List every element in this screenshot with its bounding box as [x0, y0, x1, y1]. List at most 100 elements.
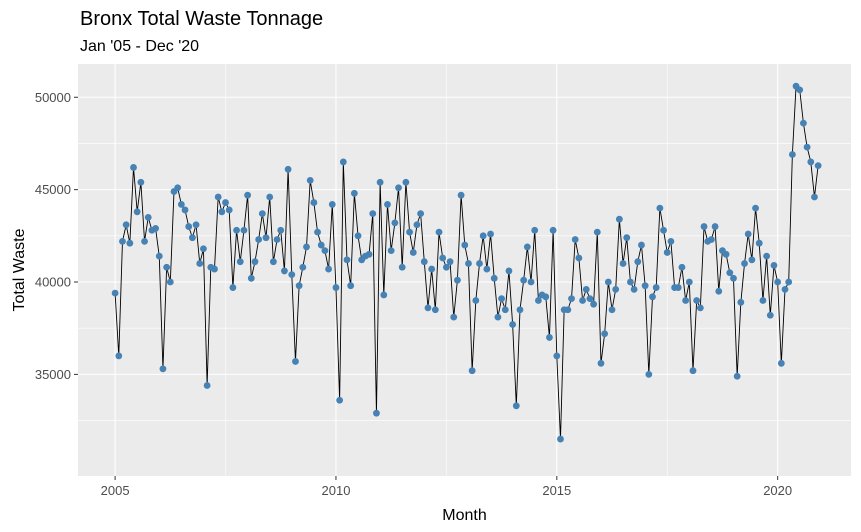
data-point [707, 236, 715, 243]
data-point [777, 359, 785, 367]
data-point [579, 297, 586, 304]
data-point [461, 241, 469, 249]
data-point [141, 237, 148, 245]
data-point [155, 252, 163, 260]
data-point [814, 162, 822, 170]
data-point [398, 263, 406, 271]
data-point [516, 306, 524, 314]
data-point [737, 298, 745, 306]
plot-panel [78, 64, 851, 476]
data-point [649, 293, 656, 301]
data-point [656, 204, 664, 212]
data-point [568, 295, 575, 303]
data-point [284, 165, 292, 173]
data-point [601, 330, 609, 338]
data-point [218, 208, 226, 216]
data-point [122, 221, 130, 229]
data-point [564, 306, 572, 314]
data-point [133, 208, 141, 216]
gridlines [78, 64, 851, 476]
data-point [615, 215, 623, 223]
data-point [211, 265, 218, 273]
data-point [200, 245, 207, 253]
data-point [696, 304, 704, 312]
data-point [501, 306, 509, 314]
data-point [255, 236, 263, 243]
data-point [247, 274, 255, 282]
data-point [811, 193, 818, 201]
data-point [306, 176, 314, 184]
chart-subtitle: Jan '05 - Dec '20 [80, 38, 200, 55]
data-point [479, 232, 487, 240]
data-point [428, 265, 436, 273]
data-point [733, 372, 741, 380]
data-points [111, 82, 822, 443]
x-axis-title: Month [442, 507, 486, 524]
data-point [557, 435, 564, 443]
data-point [682, 297, 690, 304]
data-point [571, 236, 579, 243]
data-point [111, 289, 119, 297]
data-point [505, 267, 513, 275]
data-point [619, 260, 627, 267]
data-point [796, 86, 804, 94]
data-point [328, 201, 336, 208]
y-tick-label: 50000 [35, 90, 71, 105]
data-point [387, 247, 395, 255]
data-point [638, 241, 645, 249]
data-point [339, 158, 347, 166]
data-point [450, 313, 458, 321]
data-point [741, 260, 748, 267]
data-point [380, 291, 388, 299]
data-point [163, 263, 171, 271]
data-point [663, 249, 671, 256]
data-point [759, 297, 767, 304]
x-tick-label: 2015 [542, 483, 571, 498]
chart-title: Bronx Total Waste Tonnage [80, 8, 324, 30]
data-point [641, 282, 649, 290]
data-point [512, 402, 520, 410]
data-point [435, 228, 443, 236]
data-point [755, 239, 763, 247]
data-point [225, 206, 233, 214]
data-point [442, 263, 450, 271]
data-point [376, 178, 384, 186]
data-point [384, 201, 391, 208]
data-point [181, 206, 189, 214]
data-point [277, 226, 285, 234]
data-point [266, 193, 274, 201]
data-point [531, 226, 539, 234]
data-point [788, 151, 796, 158]
data-point [395, 184, 402, 192]
data-point [144, 213, 152, 221]
data-point [627, 278, 634, 286]
data-point [752, 204, 759, 212]
data-point [476, 260, 483, 267]
data-point [546, 334, 553, 341]
data-point [487, 230, 494, 238]
data-point [612, 286, 620, 293]
data-point [189, 234, 196, 242]
data-point [766, 311, 774, 319]
data-point [527, 278, 535, 286]
data-point [299, 263, 307, 271]
data-point [468, 367, 476, 375]
data-point [483, 265, 491, 273]
data-point [391, 219, 399, 227]
data-point [597, 359, 605, 367]
data-point [137, 178, 145, 186]
data-point [402, 178, 410, 186]
x-tick-label: 2010 [322, 483, 351, 498]
data-point [325, 265, 332, 273]
y-axis-title: Total Waste [11, 228, 28, 311]
data-point [373, 409, 380, 417]
x-tick-label: 2005 [101, 483, 130, 498]
data-point [233, 226, 240, 234]
axis-ticks: 2005 2010 2015 2020 35000 40000 45000 50000 [35, 90, 792, 498]
data-point [494, 313, 502, 321]
data-point [321, 247, 329, 255]
data-point [446, 258, 454, 266]
data-point [652, 284, 660, 291]
data-point [332, 284, 340, 291]
